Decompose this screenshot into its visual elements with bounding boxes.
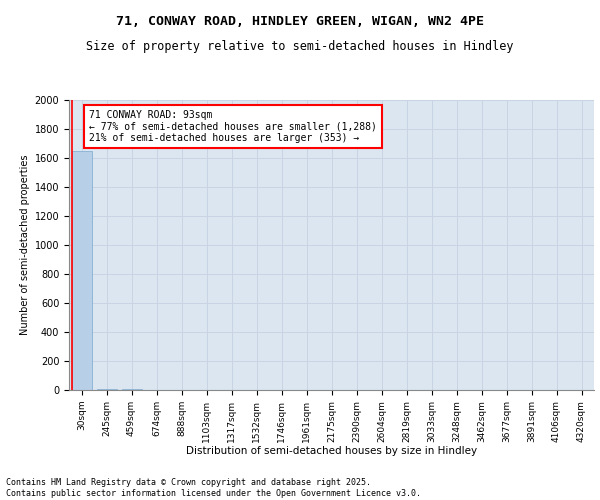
Bar [97,389,116,390]
Text: Size of property relative to semi-detached houses in Hindley: Size of property relative to semi-detach… [86,40,514,53]
Text: Contains HM Land Registry data © Crown copyright and database right 2025.
Contai: Contains HM Land Registry data © Crown c… [6,478,421,498]
Y-axis label: Number of semi-detached properties: Number of semi-detached properties [20,155,31,336]
Text: 71 CONWAY ROAD: 93sqm
← 77% of semi-detached houses are smaller (1,288)
21% of s: 71 CONWAY ROAD: 93sqm ← 77% of semi-deta… [89,110,377,144]
X-axis label: Distribution of semi-detached houses by size in Hindley: Distribution of semi-detached houses by … [186,446,477,456]
Text: 71, CONWAY ROAD, HINDLEY GREEN, WIGAN, WN2 4PE: 71, CONWAY ROAD, HINDLEY GREEN, WIGAN, W… [116,15,484,28]
Bar [71,151,91,390]
